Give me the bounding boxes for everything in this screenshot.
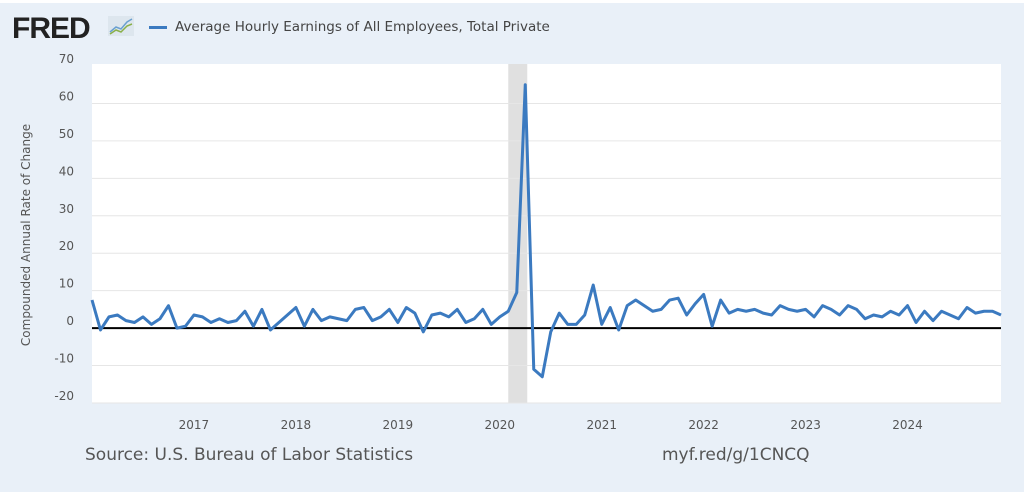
fred-logo: FRED [12,12,91,45]
chart-logo-icon [108,16,134,36]
chart-container: FRED Average Hourly Earnings of All Empl… [0,3,1024,492]
legend: Average Hourly Earnings of All Employees… [149,19,550,35]
y-tick-label: 40 [59,164,74,178]
y-tick-label: 30 [59,202,74,216]
x-tick-label: 2017 [179,418,210,432]
x-tick-label: 2021 [586,418,617,432]
x-tick-label: 2023 [790,418,821,432]
y-tick-label: 20 [59,239,74,253]
x-tick-label: 2019 [383,418,414,432]
legend-swatch [149,25,167,29]
y-tick-label: 10 [59,277,74,291]
legend-label: Average Hourly Earnings of All Employees… [175,19,550,35]
y-tick-label: -10 [54,352,74,366]
y-tick-label: -20 [54,389,74,403]
short-link[interactable]: myf.red/g/1CNCQ [662,445,810,465]
x-tick-label: 2022 [688,418,719,432]
y-axis-title: Compounded Annual Rate of Change [19,124,33,346]
x-tick-label: 2020 [485,418,516,432]
y-tick-label: 70 [59,52,74,66]
x-tick-label: 2018 [281,418,312,432]
line-chart: 70 60 50 40 30 20 10 0 -10 -20 2017 2018 2019 2020 202… [19,52,1002,432]
y-tick-label: 60 [59,89,74,103]
series-line [90,83,1002,379]
x-tick-label: 2024 [892,418,923,432]
y-tick-label: 50 [59,127,74,141]
y-tick-label: 0 [66,314,74,328]
source-text: Source: U.S. Bureau of Labor Statistics [85,445,414,465]
